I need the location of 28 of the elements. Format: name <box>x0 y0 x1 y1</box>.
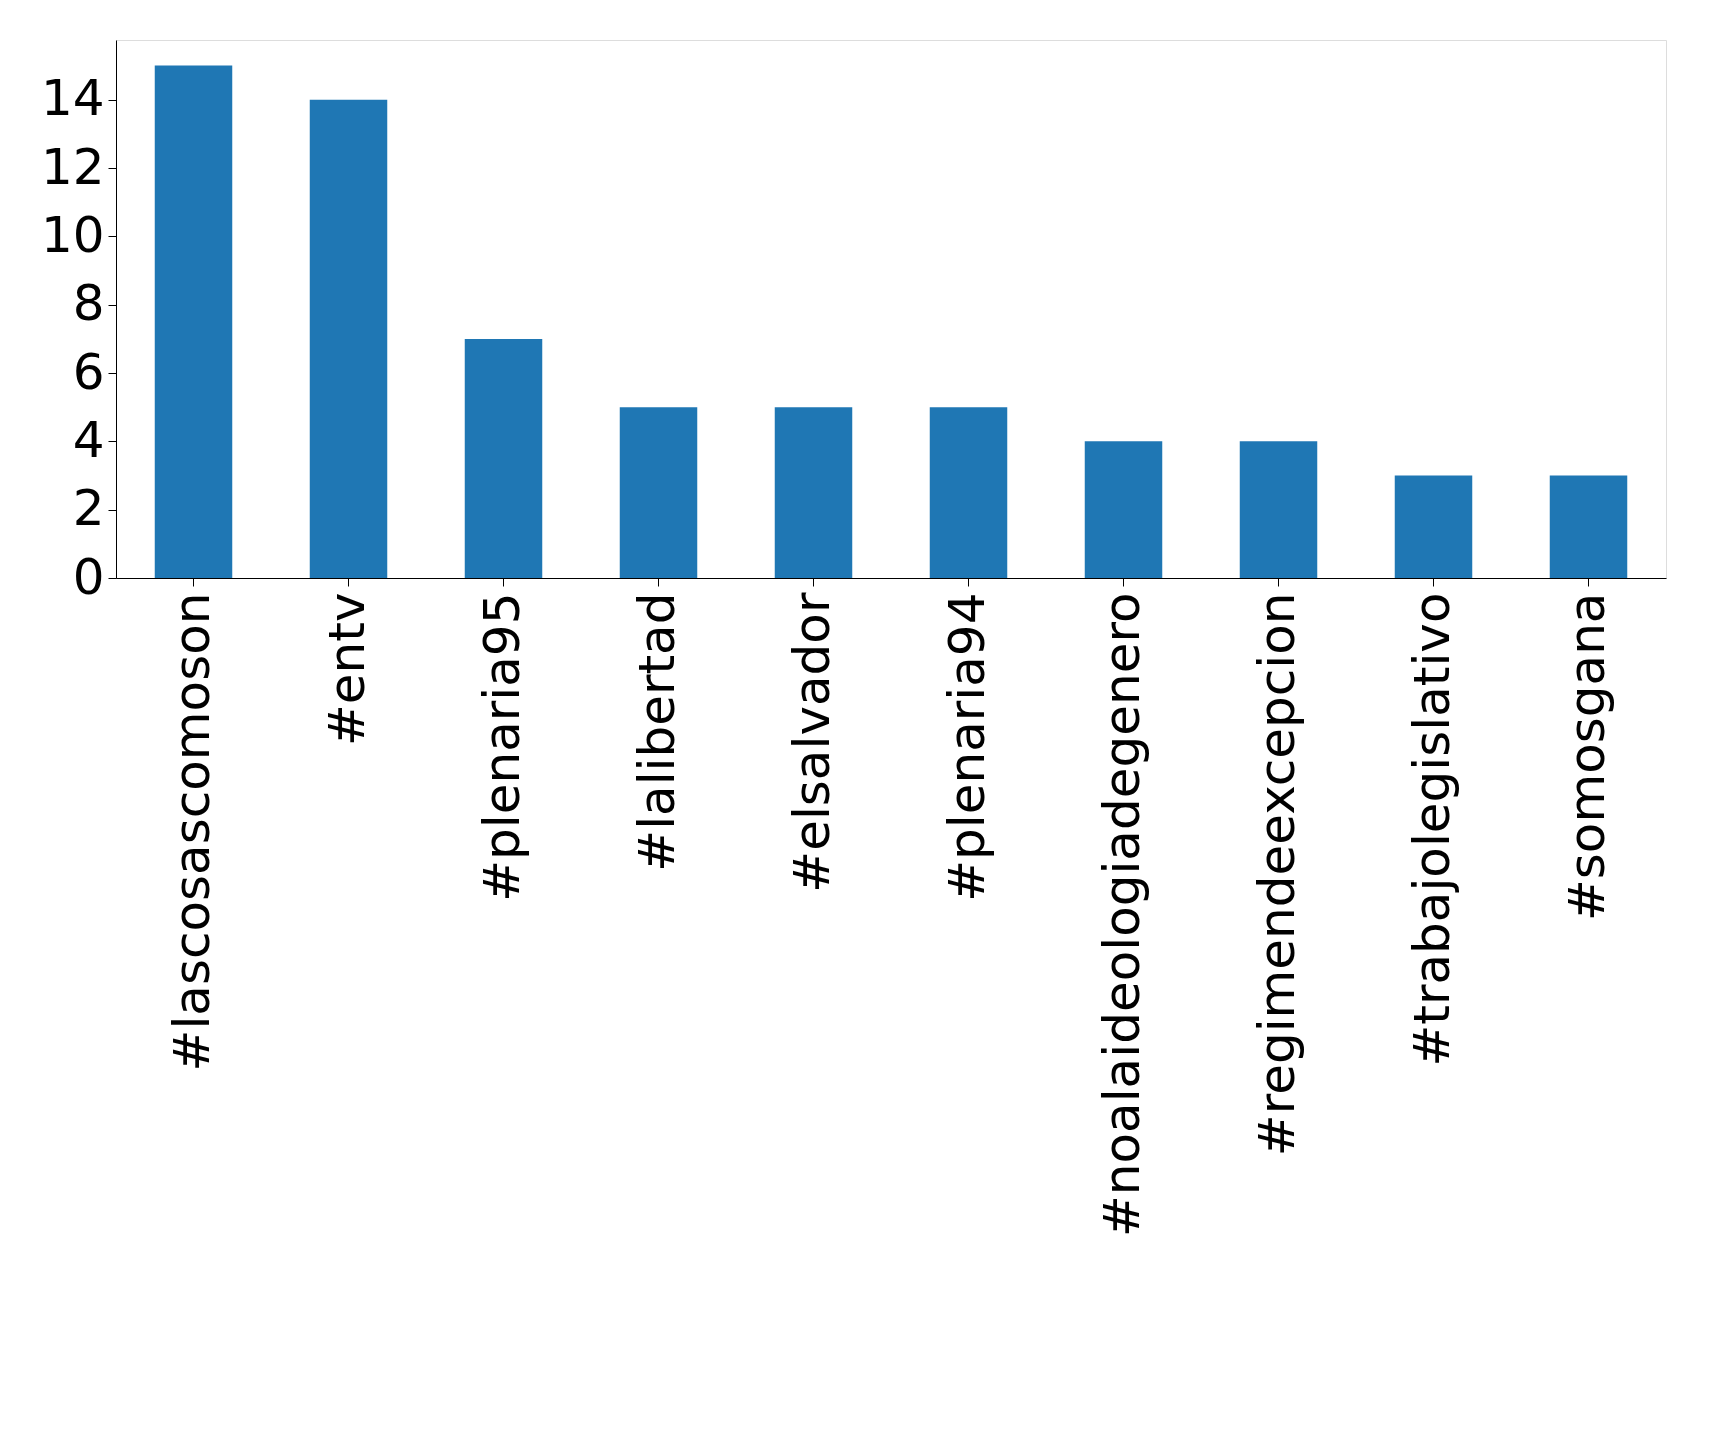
bar <box>464 338 543 578</box>
x-tick-label: #plenaria94 <box>937 592 996 902</box>
bar <box>1239 441 1318 578</box>
x-tick-label: #lascosascomoson <box>162 592 221 1072</box>
bar <box>1394 475 1473 578</box>
bar <box>154 65 233 578</box>
y-tick-label: 0 <box>72 547 105 606</box>
x-tick-label: #plenaria95 <box>472 592 531 902</box>
y-tick-label: 6 <box>72 342 105 401</box>
x-tick-label: #regimendeexcepcion <box>1247 592 1306 1157</box>
bar <box>619 407 698 578</box>
y-tick-label: 2 <box>72 479 105 538</box>
x-tick-label: #lalibertad <box>627 592 686 872</box>
bar <box>1084 441 1163 578</box>
y-tick-label: 8 <box>72 274 105 333</box>
x-tick-label: #entv <box>317 592 376 747</box>
bar <box>774 407 853 578</box>
x-tick-label: #noalaideologiadegenero <box>1092 592 1151 1238</box>
bar <box>1549 475 1628 578</box>
y-tick-label: 10 <box>40 205 105 264</box>
bar <box>929 407 1008 578</box>
y-tick-label: 14 <box>40 69 105 128</box>
y-tick-label: 12 <box>40 137 105 196</box>
x-tick-label: #somosgana <box>1557 592 1616 922</box>
y-tick-label: 4 <box>72 410 105 469</box>
bar <box>309 99 388 578</box>
x-tick-label: #trabajolegislativo <box>1402 592 1461 1067</box>
x-tick-label: #elsalvador <box>782 592 841 893</box>
